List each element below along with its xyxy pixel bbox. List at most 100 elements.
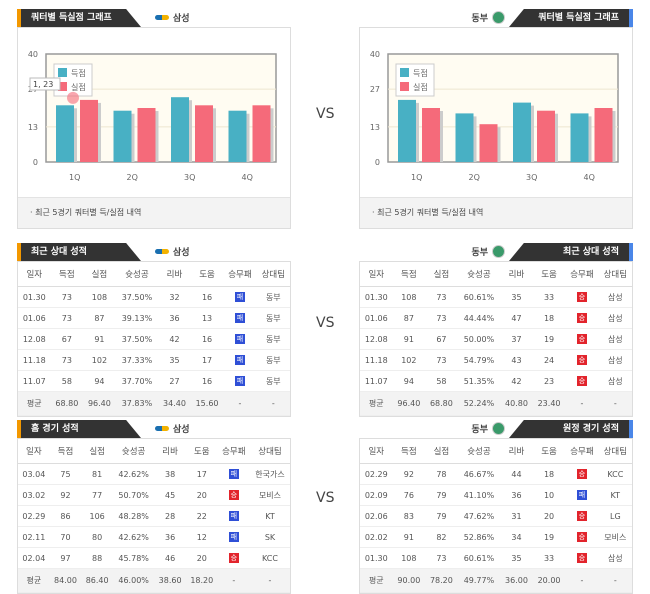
cell: 22 [185, 505, 218, 527]
cell: 36 [158, 307, 191, 329]
cell: 패 [223, 328, 257, 350]
y-tick-label: 27 [370, 85, 380, 94]
bar-allowed [137, 108, 156, 162]
bar-scored [570, 113, 589, 162]
table-row: 02.06 83 79 47.62% 31 20 승 LG [360, 505, 632, 527]
result-badge: 승 [228, 490, 239, 500]
team-name: 동부 [471, 248, 488, 258]
table-row: 01.30 108 73 60.61% 35 33 승 삼성 [360, 547, 632, 569]
table-row: 01.06 87 73 44.44% 47 18 승 삼성 [360, 307, 632, 329]
cell: - [565, 391, 599, 416]
cell: 02.02 [360, 526, 393, 548]
column-header: 일자 [360, 262, 393, 287]
stats-table: 일자 득점 실점 슛성공 리바 도움 승무패 상대팀 01.30 108 73 60.61% 35 33 승… [360, 262, 632, 416]
column-header: 일자 [360, 439, 393, 464]
vs-label: VS [316, 490, 335, 506]
column-header: 실점 [83, 262, 116, 287]
cell: 73 [50, 286, 84, 308]
column-header: 리바 [500, 262, 533, 287]
cell: 73 [425, 286, 458, 308]
cell: 삼성 [598, 307, 632, 329]
column-header: 승무패 [565, 439, 599, 464]
dongbu-logo-icon [492, 11, 505, 24]
cell: 27 [158, 370, 191, 392]
cell: 패 [217, 505, 250, 527]
cell: 16 [190, 286, 224, 308]
cell: 42.62% [112, 526, 155, 548]
team-label: 동부 [471, 11, 505, 24]
cell: 54.79% [457, 349, 501, 371]
cell: 17 [190, 349, 224, 371]
cell: 19 [532, 328, 566, 350]
x-tick-label: 1Q [69, 173, 80, 182]
legend-swatch [400, 82, 409, 91]
tooltip: 1, 23 [33, 80, 53, 89]
cell: 동부 [256, 370, 290, 392]
column-header: 슛성공 [457, 439, 501, 464]
result-badge: 패 [576, 490, 587, 500]
cell: 51.35% [457, 370, 501, 392]
bar-allowed [252, 105, 271, 162]
section-title-tab: 쿼터별 득실점 그래프 [17, 9, 141, 27]
cell: 승 [565, 463, 599, 485]
cell: 19 [532, 526, 566, 548]
cell: 96.40 [83, 391, 116, 416]
cell: 승 [565, 547, 599, 569]
cell: 106 [81, 505, 113, 527]
cell: 평균 [360, 391, 393, 416]
average-row: 평균 84.00 86.40 46.00% 38.60 18.20- - [18, 568, 290, 593]
cell: 36 [154, 526, 186, 548]
cell: 73 [425, 547, 458, 569]
cell: 24 [532, 349, 566, 371]
average-row: 평균 90.00 78.20 49.77% 36.00 20.00- - [360, 568, 632, 593]
cell: 68.80 [425, 391, 458, 416]
cell: 87 [83, 307, 116, 329]
cell: 11.07 [360, 370, 393, 392]
chart-note: · 최근 5경기 쿼터별 득/실점 내역 [360, 197, 632, 228]
cell: 96.40 [392, 391, 426, 416]
cell: 20.00 [532, 568, 566, 593]
cell: 패 [223, 307, 257, 329]
cell: 동부 [256, 349, 290, 371]
bar-allowed [594, 108, 613, 162]
bar-scored [398, 99, 416, 162]
result-badge: 패 [234, 334, 245, 344]
cell: 92 [392, 463, 426, 485]
column-header: 리바 [154, 439, 186, 464]
cell: 58 [50, 370, 84, 392]
stats-table: 일자 득점 실점 슛성공 리바 도움 승무패 상대팀 03.04 75 81 42.62% 38 17 패 한… [18, 439, 290, 593]
cell: 47 [500, 307, 533, 329]
cell: 70 [49, 526, 82, 548]
cell: 73 [425, 307, 458, 329]
result-badge: 승 [576, 292, 587, 302]
cell: 평균 [18, 391, 51, 416]
cell: 52.24% [457, 391, 501, 416]
x-tick-label: 4Q [584, 173, 595, 182]
cell: 87 [392, 307, 426, 329]
cell: 평균 [18, 568, 50, 593]
bar-allowed [479, 124, 498, 162]
cell: 36.00 [500, 568, 533, 593]
result-badge: 승 [576, 334, 587, 344]
cell: 47.62% [457, 505, 501, 527]
table-box: 일자 득점 실점 슛성공 리바 도움 승무패 상대팀 03.04 75 81 42.62% 38 17 패 한… [17, 438, 291, 594]
cell: 33 [532, 547, 566, 569]
cell: 35 [500, 547, 533, 569]
y-tick-label: 13 [28, 123, 38, 132]
cell: 02.04 [18, 547, 50, 569]
cell: - [249, 568, 290, 593]
table-row: 01.30 108 73 60.61% 35 33 승 삼성 [360, 286, 632, 308]
result-badge: 승 [576, 511, 587, 521]
cell: 승 [565, 370, 599, 392]
cell: 60.61% [457, 286, 501, 308]
cell: 15.60 [190, 391, 224, 416]
table-row: 11.18 102 73 54.79% 43 24 승 삼성 [360, 349, 632, 371]
cell: 12.08 [18, 328, 51, 350]
cell: 50.70% [112, 484, 155, 506]
cell: 79 [425, 505, 458, 527]
cell: 77 [81, 484, 113, 506]
cell: KT [598, 484, 632, 506]
cell: 34.40 [158, 391, 191, 416]
bar-allowed [195, 105, 213, 162]
vs-label: VS [316, 106, 335, 122]
